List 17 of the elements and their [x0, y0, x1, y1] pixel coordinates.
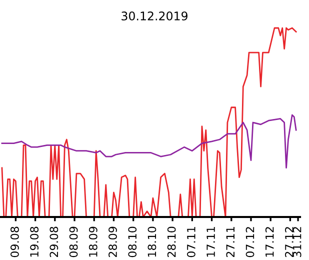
- x-tick-label: 31.12: [292, 227, 302, 257]
- x-tick-label: 07.11: [186, 227, 196, 258]
- x-tick-label: 19.08: [30, 226, 39, 257]
- x-tick-label: 18.09: [88, 226, 98, 257]
- x-tick-label: 27.11: [226, 227, 234, 258]
- x-tick-label: 29.08: [50, 226, 58, 258]
- x-tick-label: 07.12: [246, 227, 254, 258]
- chart-title: 30.12.2019: [122, 11, 188, 20]
- x-tick-label: 09.08: [10, 226, 19, 258]
- x-tick-label: 28.10: [167, 226, 176, 258]
- x-tick-label: 17.12: [265, 227, 274, 257]
- x-tick-label: 08.10: [128, 226, 137, 258]
- x-tick-label: 28.09: [108, 226, 117, 258]
- x-tick-label: 18.10: [148, 226, 156, 257]
- x-tick-label: 27.12: [285, 227, 294, 258]
- x-tick-label: 08.09: [69, 226, 78, 258]
- x-tick-label: 17.11: [206, 227, 215, 257]
